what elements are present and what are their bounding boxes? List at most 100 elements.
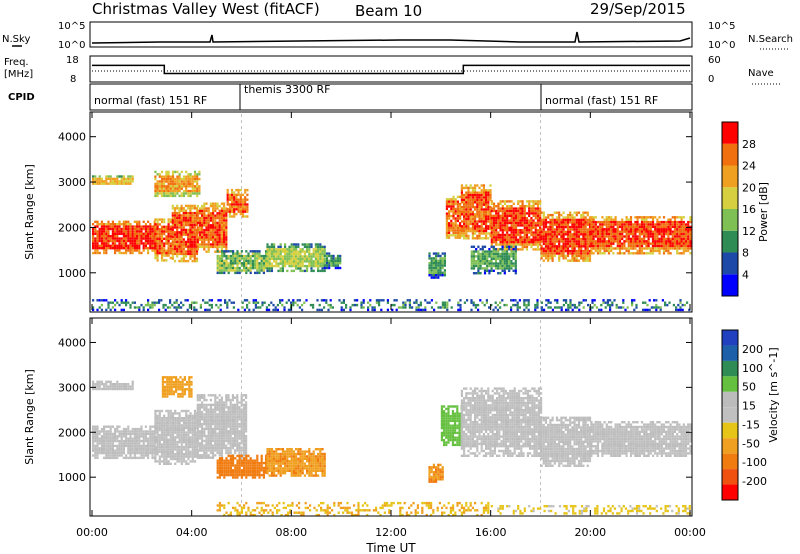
data-cell bbox=[256, 254, 259, 258]
data-cell bbox=[169, 450, 172, 453]
data-cell bbox=[111, 180, 114, 183]
data-cell bbox=[321, 269, 324, 273]
data-cell bbox=[481, 267, 484, 270]
data-cell bbox=[665, 247, 668, 250]
data-cell bbox=[460, 184, 463, 187]
data-cell bbox=[534, 231, 537, 234]
data-cell bbox=[659, 308, 662, 312]
data-cell bbox=[100, 239, 103, 243]
data-cell bbox=[149, 235, 152, 238]
data-cell bbox=[687, 235, 690, 238]
data-cell bbox=[140, 447, 143, 450]
data-cell bbox=[584, 216, 587, 219]
data-cell bbox=[452, 222, 455, 225]
data-cell bbox=[216, 266, 219, 270]
data-cell bbox=[235, 208, 238, 211]
data-cell bbox=[171, 204, 174, 208]
data-cell bbox=[618, 252, 622, 255]
data-cell bbox=[512, 303, 515, 307]
data-cell bbox=[189, 250, 192, 253]
data-cell bbox=[664, 301, 667, 304]
data-cell bbox=[127, 425, 130, 428]
data-cell bbox=[445, 205, 448, 208]
data-cell bbox=[485, 225, 488, 228]
data-cell bbox=[669, 240, 672, 243]
data-cell bbox=[169, 436, 172, 439]
data-cell bbox=[566, 221, 570, 224]
data-cell bbox=[111, 242, 114, 245]
velocity-data bbox=[92, 320, 692, 517]
data-cell bbox=[689, 228, 692, 231]
data-cell bbox=[444, 306, 447, 309]
data-cell bbox=[460, 196, 463, 199]
data-cell bbox=[154, 436, 157, 439]
data-cell bbox=[142, 242, 145, 245]
data-cell bbox=[673, 240, 677, 243]
data-cell bbox=[191, 177, 194, 181]
data-cell bbox=[662, 230, 666, 233]
data-cell bbox=[182, 182, 186, 186]
data-cell bbox=[207, 209, 210, 213]
data-cell bbox=[195, 233, 199, 236]
data-cell bbox=[147, 251, 150, 255]
data-cell bbox=[236, 264, 239, 267]
data-cell bbox=[514, 243, 518, 246]
data-cell bbox=[180, 306, 183, 309]
data-cell bbox=[480, 227, 483, 230]
data-cell bbox=[116, 180, 119, 183]
data-cell bbox=[588, 216, 592, 219]
data-cell bbox=[176, 252, 179, 256]
data-cell bbox=[501, 209, 504, 213]
data-cell bbox=[487, 191, 490, 194]
data-cell bbox=[456, 210, 459, 213]
data-cell bbox=[463, 229, 466, 233]
data-cell bbox=[676, 232, 679, 236]
data-cell bbox=[129, 237, 132, 240]
data-cell bbox=[175, 301, 178, 304]
data-cell bbox=[573, 245, 576, 248]
data-cell bbox=[497, 267, 500, 270]
data-cell bbox=[539, 214, 542, 217]
data-cell bbox=[98, 442, 101, 445]
data-cell bbox=[487, 198, 490, 202]
data-cell bbox=[521, 241, 524, 244]
data-cell bbox=[472, 267, 476, 270]
data-cell bbox=[551, 247, 554, 250]
data-cell bbox=[249, 266, 252, 270]
data-cell bbox=[196, 194, 199, 198]
data-cell bbox=[483, 260, 487, 263]
data-cell bbox=[120, 180, 123, 183]
data-cell bbox=[490, 238, 493, 241]
data-cell bbox=[542, 259, 545, 262]
data-cell bbox=[448, 229, 451, 232]
data-cell bbox=[127, 442, 130, 445]
data-cell bbox=[144, 239, 147, 243]
data-cell bbox=[536, 202, 540, 205]
data-cell bbox=[319, 248, 322, 251]
data-cell bbox=[158, 450, 161, 453]
data-cell bbox=[98, 439, 101, 443]
data-cell bbox=[94, 232, 97, 235]
data-cell bbox=[196, 226, 199, 229]
data-cell bbox=[467, 237, 470, 240]
data-cell bbox=[544, 247, 548, 250]
data-cell bbox=[308, 264, 311, 268]
data-cell bbox=[584, 249, 587, 253]
data-cell bbox=[588, 252, 592, 255]
data-cell bbox=[329, 303, 332, 307]
data-cell bbox=[489, 210, 492, 214]
data-cell bbox=[227, 266, 230, 270]
data-cell bbox=[489, 215, 492, 218]
data-cell bbox=[125, 301, 128, 304]
data-cell bbox=[220, 224, 223, 227]
data-cell bbox=[494, 260, 498, 263]
data-cell bbox=[144, 435, 147, 438]
data-cell bbox=[103, 427, 106, 431]
data-cell bbox=[573, 235, 576, 238]
data-cell bbox=[623, 242, 626, 245]
data-cell bbox=[600, 308, 603, 312]
data-cell bbox=[138, 430, 141, 433]
data-cell bbox=[492, 229, 496, 232]
data-cell bbox=[452, 217, 455, 220]
